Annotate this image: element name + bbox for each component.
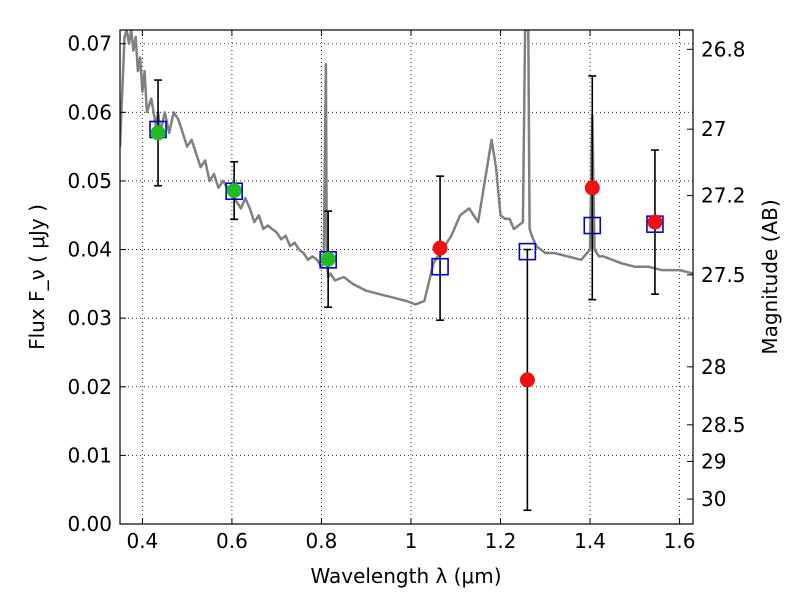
- model-square-marker: [583, 216, 602, 235]
- y2-tick-label: 26.8: [701, 37, 746, 61]
- model-square-marker: [518, 242, 537, 261]
- y2-tick-label: 28.5: [701, 413, 746, 437]
- model-spectrum-line: [120, 30, 693, 306]
- x-axis-ticks: 0.4 0.6 0.8 1 1.2 1.4 1.6: [126, 30, 695, 553]
- model-square-marker: [431, 257, 449, 276]
- y2-axis-title: Magnitude (AB): [758, 199, 782, 354]
- x-tick-label: 1.6: [664, 529, 696, 553]
- y2-tick-label: 27.2: [701, 184, 746, 208]
- y-tick-label: 0.05: [67, 169, 112, 193]
- y-axis-title: Flux F_ν ( μJy ): [25, 204, 49, 350]
- y2-tick-label: 29: [701, 449, 726, 473]
- y-tick-label: 0.06: [67, 100, 112, 124]
- data-markers: [149, 120, 664, 388]
- x-axis-title: Wavelength λ (μm): [310, 564, 501, 588]
- y-tick-label: 0.07: [67, 32, 112, 56]
- y2-tick-label: 30: [701, 487, 726, 511]
- x-tick-label: 1.2: [485, 529, 517, 553]
- grid: [120, 30, 693, 525]
- observed-point-marker: [647, 214, 663, 230]
- observed-point-marker: [519, 372, 535, 388]
- x-tick-label: 0.8: [306, 529, 338, 553]
- plot-frame: [119, 29, 694, 525]
- y-tick-label: 0.00: [67, 512, 112, 536]
- y2-tick-label: 27.5: [701, 263, 746, 287]
- y2-tick-label: 27: [701, 117, 726, 141]
- y2-tick-label: 28: [701, 355, 726, 379]
- x-tick-label: 0.6: [216, 529, 248, 553]
- y2-axis-ticks: 26.8 27 27.2 27.5 28 28.5 29 30: [687, 37, 746, 511]
- y-tick-label: 0.02: [67, 375, 112, 399]
- x-tick-label: 1: [405, 529, 418, 553]
- error-bars: [154, 75, 659, 512]
- x-tick-label: 1.4: [574, 529, 606, 553]
- y-axis-ticks: 0.00 0.01 0.02 0.03 0.04 0.05 0.06 0.07: [67, 32, 126, 536]
- observed-point-marker: [432, 240, 448, 256]
- y-tick-label: 0.01: [67, 443, 112, 467]
- observed-point-marker: [226, 183, 242, 199]
- y-tick-label: 0.03: [67, 306, 112, 330]
- y-tick-label: 0.04: [67, 238, 112, 262]
- x-tick-label: 0.4: [126, 529, 158, 553]
- observed-point-marker: [584, 180, 600, 196]
- observed-point-marker: [320, 251, 336, 267]
- observed-point-marker: [150, 125, 166, 141]
